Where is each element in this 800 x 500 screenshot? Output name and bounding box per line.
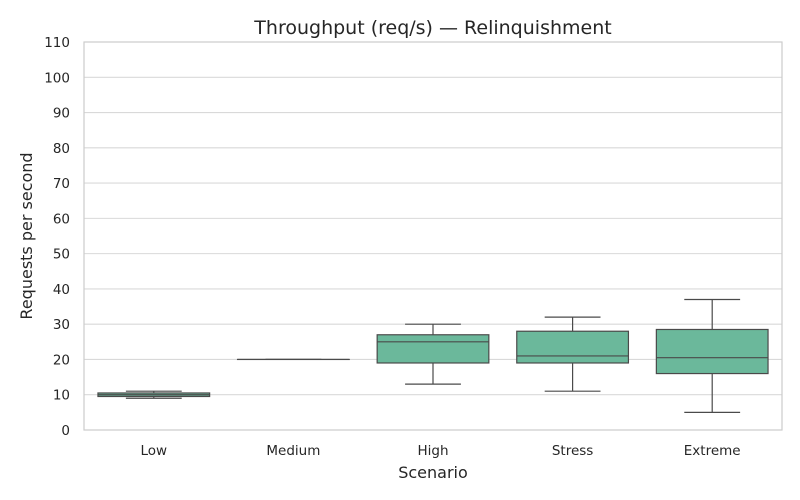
y-tick-label: 90 [53,106,70,122]
y-tick-label: 10 [53,388,70,404]
y-tick-label: 110 [44,35,70,51]
x-tick-label: Stress [552,443,594,459]
box-low [97,390,211,399]
iqr-box [376,334,490,364]
y-tick-label: 50 [53,247,70,263]
plot-frame [83,41,783,431]
x-axis-label: Scenario [398,463,468,482]
x-tick-label: Low [141,443,168,459]
y-axis-label: Requests per second [17,152,36,319]
y-tick-label: 70 [53,176,70,192]
y-axis-ticks: 0 10 20 30 40 50 60 70 80 90 100 110 [44,35,70,439]
y-tick-label: 0 [61,423,70,439]
x-tick-label: Extreme [684,443,741,459]
y-tick-label: 80 [53,141,70,157]
box-series [97,298,769,413]
x-tick-label: High [417,443,448,459]
iqr-box [516,330,630,364]
x-axis-ticks: Low Medium High Stress Extreme [141,443,741,459]
y-tick-label: 60 [53,211,70,227]
y-tick-label: 40 [53,282,70,298]
y-tick-label: 30 [53,317,70,333]
box-extreme [655,298,769,413]
box-high [376,323,490,385]
y-tick-label: 100 [44,70,70,86]
chart-title: Throughput (req/s) — Relinquishment [253,17,611,39]
box-stress [516,316,630,392]
x-tick-label: Medium [266,443,320,459]
y-tick-label: 20 [53,352,70,368]
iqr-box [655,328,769,375]
